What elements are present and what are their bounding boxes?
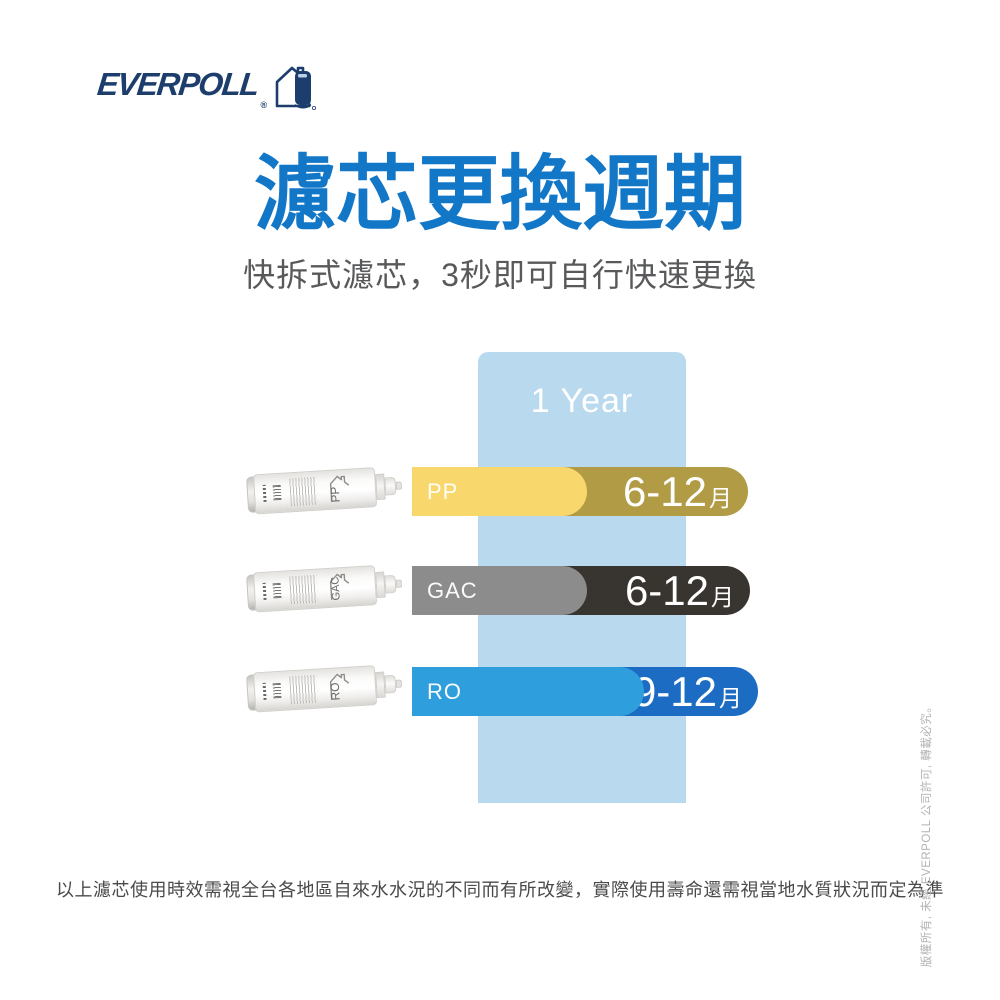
- cartridge-head: [384, 574, 397, 594]
- cartridge-type-label: RO: [328, 682, 343, 701]
- ro-filter-cartridge-image: RO: [244, 654, 411, 722]
- gac-duration-unit: 月: [711, 583, 734, 610]
- barcode-icon: [272, 682, 282, 699]
- bar-row-pp: 6-12 月 PP: [0, 467, 1000, 516]
- barcode-icon: [272, 484, 282, 501]
- cartridge-head: [384, 674, 397, 694]
- cartridge-type-label: GAC: [329, 576, 342, 601]
- bar-row-gac: 6-12 月 GAC: [0, 566, 1000, 615]
- pp-duration-number: 6-12: [622, 467, 707, 515]
- page-subtitle: 快拆式濾芯，3秒即可自行快速更換: [243, 257, 757, 293]
- gac-bar: GAC: [412, 566, 587, 615]
- pp-bar-label: PP: [427, 478, 459, 504]
- house-outline-icon: GAC: [329, 573, 350, 601]
- pp-filter-cartridge-image: PP: [244, 456, 411, 524]
- gac-duration-number: 6-12: [624, 566, 709, 614]
- cartridge-nozzle: [395, 679, 403, 688]
- gac-duration-text: 6-12 月: [624, 566, 750, 614]
- ro-bar-label: RO: [427, 678, 462, 704]
- disclaimer-text: 以上濾芯使用時效需視全台各地區自來水水況的不同而有所改變，實際使用壽命還需視當地…: [56, 880, 944, 900]
- pp-duration-text: 6-12 月: [622, 467, 748, 515]
- cartridge-head: [384, 476, 397, 496]
- everpoll-logo: EVERPOLL ®: [95, 58, 317, 112]
- barcode-icon: [272, 582, 282, 599]
- house-water-purifier-icon: [275, 66, 317, 111]
- cartridge-nozzle: [395, 481, 403, 490]
- registered-trademark-symbol: ®: [260, 100, 268, 110]
- ro-duration-number: 9-12: [632, 667, 717, 715]
- house-outline-icon: RO: [328, 673, 350, 701]
- cartridge-nozzle: [395, 579, 403, 588]
- gac-bar-label: GAC: [427, 577, 478, 603]
- cartridge-fine-print: [289, 674, 318, 705]
- copyright-vertical-text: 版權所有, 未經 EVERPOLL 公司許可, 轉載必究。: [921, 700, 933, 968]
- ro-duration-text: 9-12 月: [632, 667, 758, 715]
- cartridge-fine-print: [289, 574, 318, 605]
- pp-duration-unit: 月: [709, 484, 732, 511]
- one-year-label: 1 Year: [530, 382, 634, 420]
- cartridge-fine-print: [289, 476, 318, 507]
- ro-duration-unit: 月: [719, 684, 742, 711]
- everpoll-logo-text: EVERPOLL: [95, 66, 260, 102]
- pp-bar: PP: [412, 467, 587, 516]
- ro-bar: RO: [412, 667, 644, 716]
- cartridge-type-label: PP: [328, 486, 343, 503]
- bar-row-ro: 9-12 月 RO: [0, 667, 1000, 716]
- page-title: 濾芯更換週期: [253, 149, 746, 240]
- gac-filter-cartridge-image: GAC: [244, 554, 411, 622]
- house-outline-icon: PP: [328, 475, 350, 503]
